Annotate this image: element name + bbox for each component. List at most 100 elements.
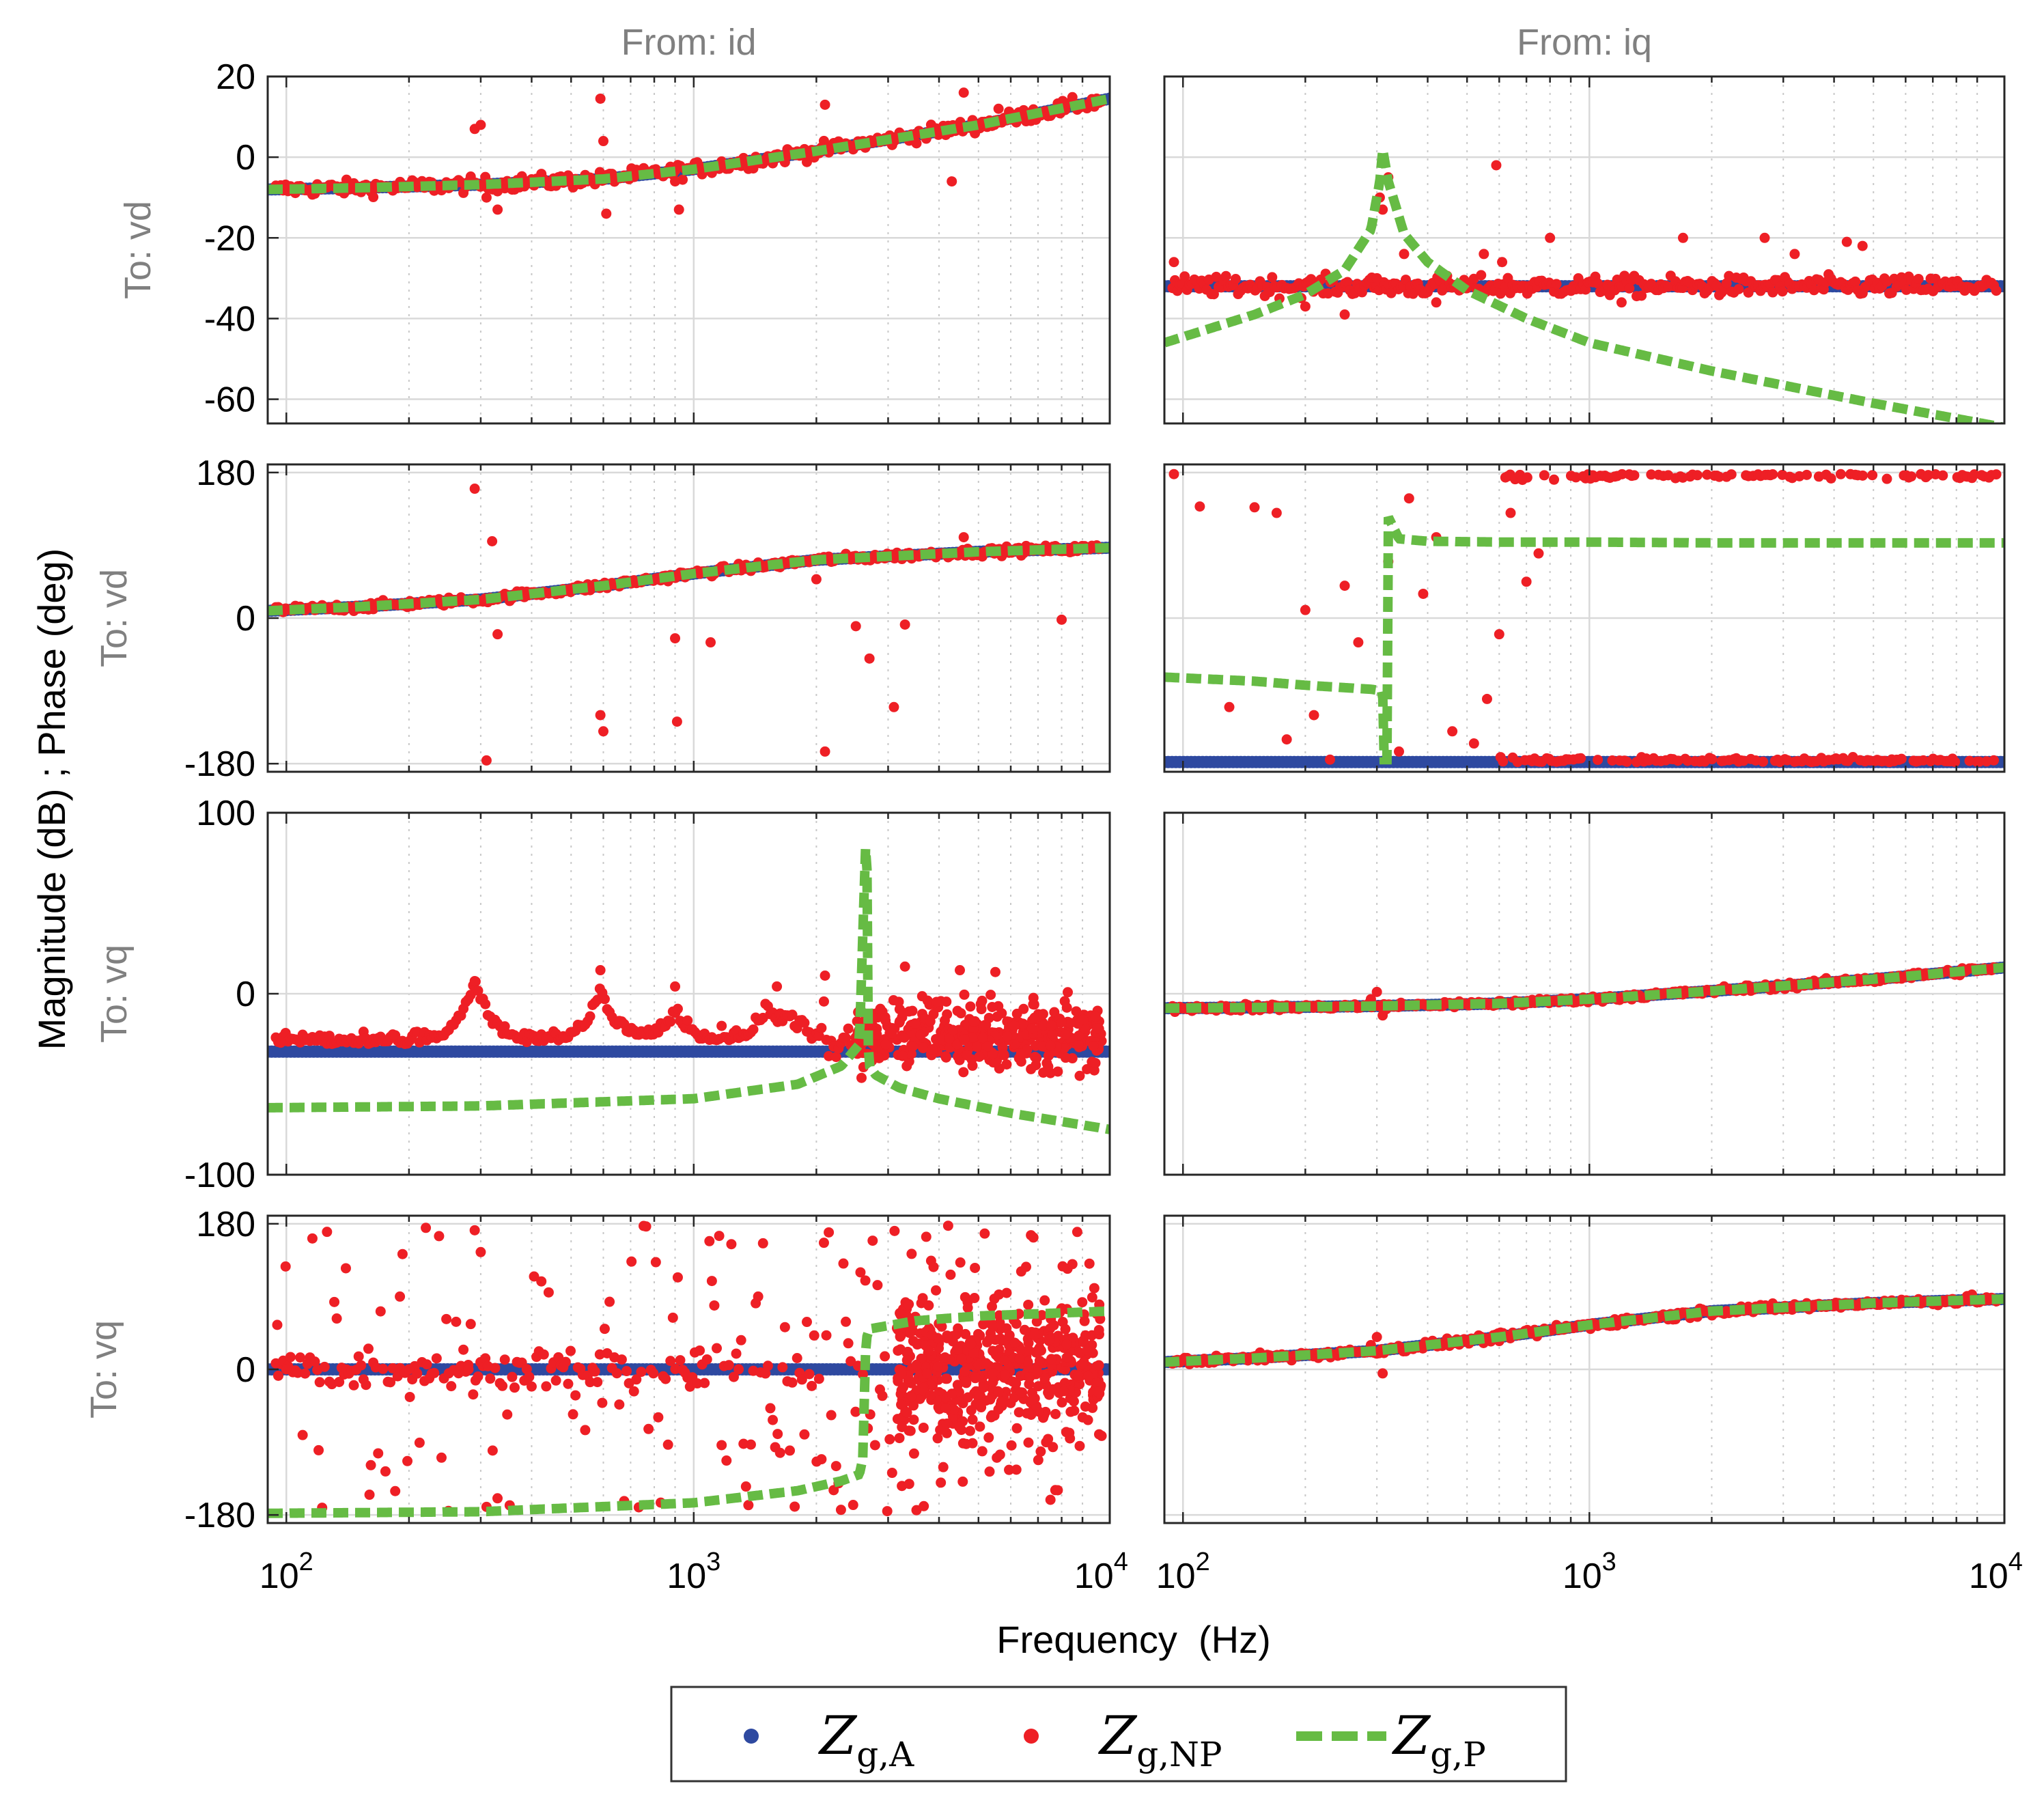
zg-np-point xyxy=(1850,276,1861,287)
zg-np-point xyxy=(1767,287,1778,298)
zg-np-point xyxy=(1707,754,1718,765)
zg-np-point xyxy=(908,1414,919,1425)
zg-p-line xyxy=(1164,962,2004,1014)
zg-np-point xyxy=(1906,471,1917,482)
series-mag_dd xyxy=(268,87,1110,219)
zg-np-point xyxy=(1857,470,1868,481)
zg-np-point xyxy=(1616,297,1627,308)
zg-np-point xyxy=(904,1328,915,1339)
zg-np-point xyxy=(436,1452,447,1463)
zg-np-point xyxy=(363,1343,374,1354)
zg-np-point xyxy=(348,1380,359,1391)
zg-np-point xyxy=(1342,277,1353,288)
zg-np-point xyxy=(1913,273,1924,284)
zg-np-point xyxy=(962,1302,973,1313)
zg-np-point xyxy=(919,1500,929,1511)
zg-np-point xyxy=(585,1011,596,1022)
series-zg-np-mag_qq xyxy=(1167,962,2002,1021)
zg-np-point xyxy=(1551,279,1562,290)
zg-np-point xyxy=(1522,472,1532,483)
zg-np-point xyxy=(994,1449,1005,1460)
zg-np-point xyxy=(990,1057,1001,1068)
zg-p-line xyxy=(268,543,1110,616)
zg-np-point xyxy=(1090,1011,1101,1022)
zg-np-point xyxy=(959,1366,970,1377)
series-zg-np-mag_dq xyxy=(270,961,1107,1083)
zg-np-point xyxy=(1071,1006,1082,1017)
zg-np-point xyxy=(297,1429,308,1440)
zg-np-point xyxy=(972,1360,983,1371)
zg-np-point xyxy=(465,1319,476,1330)
zg-np-point xyxy=(585,1377,596,1388)
zg-np-point xyxy=(1324,754,1335,765)
zg-np-point xyxy=(309,1356,320,1367)
zg-p-line xyxy=(1164,149,2004,423)
zg-np-point xyxy=(1026,1410,1037,1421)
series-ph_dq xyxy=(268,1220,1110,1518)
zg-np-point xyxy=(1777,286,1788,297)
zg-np-point xyxy=(871,1029,882,1040)
zg-np-point xyxy=(936,1477,947,1488)
zg-np-point xyxy=(996,1396,1007,1407)
zg-np-point xyxy=(914,1393,925,1404)
zg-np-point xyxy=(353,1351,364,1362)
zg-np-point xyxy=(908,1041,919,1052)
zg-np-point xyxy=(421,1359,432,1370)
zg-np-point xyxy=(934,1386,944,1397)
zg-np-point xyxy=(1758,756,1769,767)
zg-np-point xyxy=(886,1468,897,1479)
zg-np-point xyxy=(628,1386,639,1397)
zg-np-point xyxy=(1037,1041,1048,1052)
zg-np-point xyxy=(1034,1355,1045,1366)
zg-np-point xyxy=(993,1386,1004,1397)
zg-np-point xyxy=(728,1371,739,1382)
zg-np-point xyxy=(947,1024,958,1035)
zg-np-point xyxy=(1029,1012,1040,1023)
series-mag_dq xyxy=(268,848,1110,1134)
zg-np-point xyxy=(1682,755,1693,766)
zg-np-point xyxy=(580,1425,591,1436)
zg-np-point xyxy=(1621,756,1632,767)
zg-np-point xyxy=(908,1448,919,1459)
zg-np-point xyxy=(1974,756,1985,767)
zg-np-point xyxy=(272,1320,283,1330)
zg-np-point xyxy=(1624,283,1635,294)
zg-np-point xyxy=(961,1438,972,1449)
zg-np-point xyxy=(604,1296,615,1307)
zg-np-point xyxy=(595,93,606,104)
zg-np-point xyxy=(481,755,492,766)
zg-np-point xyxy=(1046,1385,1056,1396)
series-zg-np-mag_qd xyxy=(1167,160,2002,320)
zg-np-point xyxy=(1048,1320,1059,1330)
zg-np-point xyxy=(901,1355,912,1366)
zg-np-point xyxy=(1018,1003,1029,1014)
zg-np-point xyxy=(387,1363,398,1373)
zg-np-point xyxy=(307,1233,318,1244)
zg-np-point xyxy=(709,1300,720,1311)
zg-np-point xyxy=(1616,469,1627,479)
zg-np-point xyxy=(998,1355,1009,1366)
zg-np-point xyxy=(1491,160,1502,171)
zg-np-point xyxy=(598,726,608,737)
zg-np-point xyxy=(599,1324,610,1335)
zg-np-point xyxy=(921,1231,932,1242)
zg-np-point xyxy=(395,1291,406,1302)
zg-np-point xyxy=(799,1018,810,1029)
zg-np-point xyxy=(1039,1373,1050,1384)
zg-np-point xyxy=(614,1399,625,1410)
zg-np-point xyxy=(860,1275,871,1286)
zg-np-point xyxy=(927,1044,938,1055)
zg-np-point xyxy=(1713,471,1724,482)
zg-np-point xyxy=(421,1223,432,1233)
zg-np-point xyxy=(765,1403,776,1414)
zg-np-point xyxy=(524,1371,535,1382)
zg-np-point xyxy=(923,1345,934,1356)
zg-np-point xyxy=(988,1367,998,1378)
grid-mag_qd xyxy=(1164,75,2004,423)
zg-np-point xyxy=(899,619,910,630)
zg-np-point xyxy=(1046,1020,1056,1031)
zg-np-point xyxy=(1857,240,1868,251)
zg-np-point xyxy=(492,629,503,640)
zg-np-point xyxy=(1039,1295,1050,1306)
